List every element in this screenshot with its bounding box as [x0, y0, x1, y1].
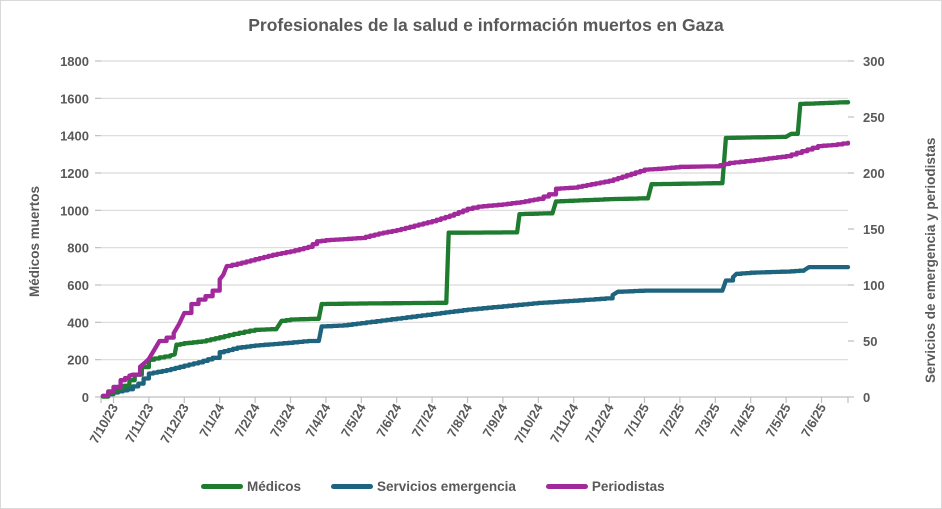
x-axis-label: 7/1/24 — [196, 400, 227, 439]
legend-label-servicios: Servicios emergencia — [377, 479, 516, 494]
chart-title: Profesionales de la salud e información … — [248, 15, 724, 35]
y-axis-label-right: 0 — [863, 390, 870, 405]
legend-swatch-periodistas — [545, 484, 588, 489]
legend-swatch-medicos — [201, 484, 243, 489]
y-axis-label-left: 1200 — [60, 166, 89, 181]
legend-item-periodistas[interactable]: Periodistas — [545, 479, 665, 494]
x-axis-label: 7/5/25 — [763, 401, 794, 440]
legend: Médicos Servicios emergencia Periodistas — [201, 479, 665, 494]
x-axis-label: 7/9/24 — [479, 400, 510, 439]
x-axis-label: 7/3/25 — [692, 401, 723, 440]
series-line-medicos[interactable] — [100, 99, 851, 399]
y-axis-label-left: 0 — [82, 390, 89, 405]
x-axis-label: 7/2/25 — [656, 401, 687, 440]
x-axis-label: 7/4/25 — [727, 401, 758, 440]
x-axis-label: 7/10/23 — [86, 401, 121, 446]
y-axis-label-left: 1000 — [60, 203, 89, 218]
x-axis-label: 7/7/24 — [409, 400, 440, 439]
x-axis-label: 7/1/25 — [621, 401, 652, 440]
series-line-servicios[interactable] — [100, 264, 851, 399]
y-axis-label-right: 100 — [863, 278, 885, 293]
x-axis-label: 7/11/23 — [122, 401, 156, 445]
x-axis-label: 7/5/24 — [338, 400, 369, 439]
legend-item-medicos[interactable]: Médicos — [201, 479, 301, 494]
y-axis-label-right: 150 — [863, 222, 885, 237]
x-axis-label: 7/6/24 — [373, 400, 404, 439]
y-axis-label-right: 200 — [863, 166, 885, 181]
x-axis-label: 7/2/24 — [232, 400, 263, 439]
x-axis-label: 7/11/24 — [547, 400, 582, 445]
x-axis-label: 7/10/24 — [511, 400, 546, 446]
series-line-periodistas[interactable] — [100, 140, 851, 399]
y-axis-label-left: 800 — [67, 241, 89, 256]
y-axis-label-right: 300 — [863, 54, 885, 69]
x-axis-label: 7/12/23 — [157, 401, 192, 446]
y-axis-label-left: 1400 — [60, 129, 89, 144]
x-axis-label: 7/3/24 — [267, 400, 298, 439]
x-axis-label: 7/4/24 — [302, 400, 333, 439]
x-axis-label: 7/6/25 — [798, 401, 829, 440]
y-axis-label-right: 50 — [863, 334, 877, 349]
x-axis-label: 7/12/24 — [582, 400, 617, 446]
legend-label-medicos: Médicos — [247, 479, 302, 494]
y-axis-label-left: 600 — [67, 278, 89, 293]
legend-label-periodistas: Periodistas — [591, 479, 665, 494]
y-axis-label-left: 200 — [67, 353, 89, 368]
legend-swatch-servicios — [331, 484, 374, 489]
y-axis-label-left: 1600 — [60, 91, 89, 106]
legend-item-servicios[interactable]: Servicios emergencia — [331, 479, 516, 494]
y-axis-label-right: 250 — [863, 110, 885, 125]
y-axis-label-left: 1800 — [60, 54, 89, 69]
x-axis-label: 7/8/24 — [444, 400, 475, 439]
y-axis-label-left: 400 — [67, 315, 89, 330]
